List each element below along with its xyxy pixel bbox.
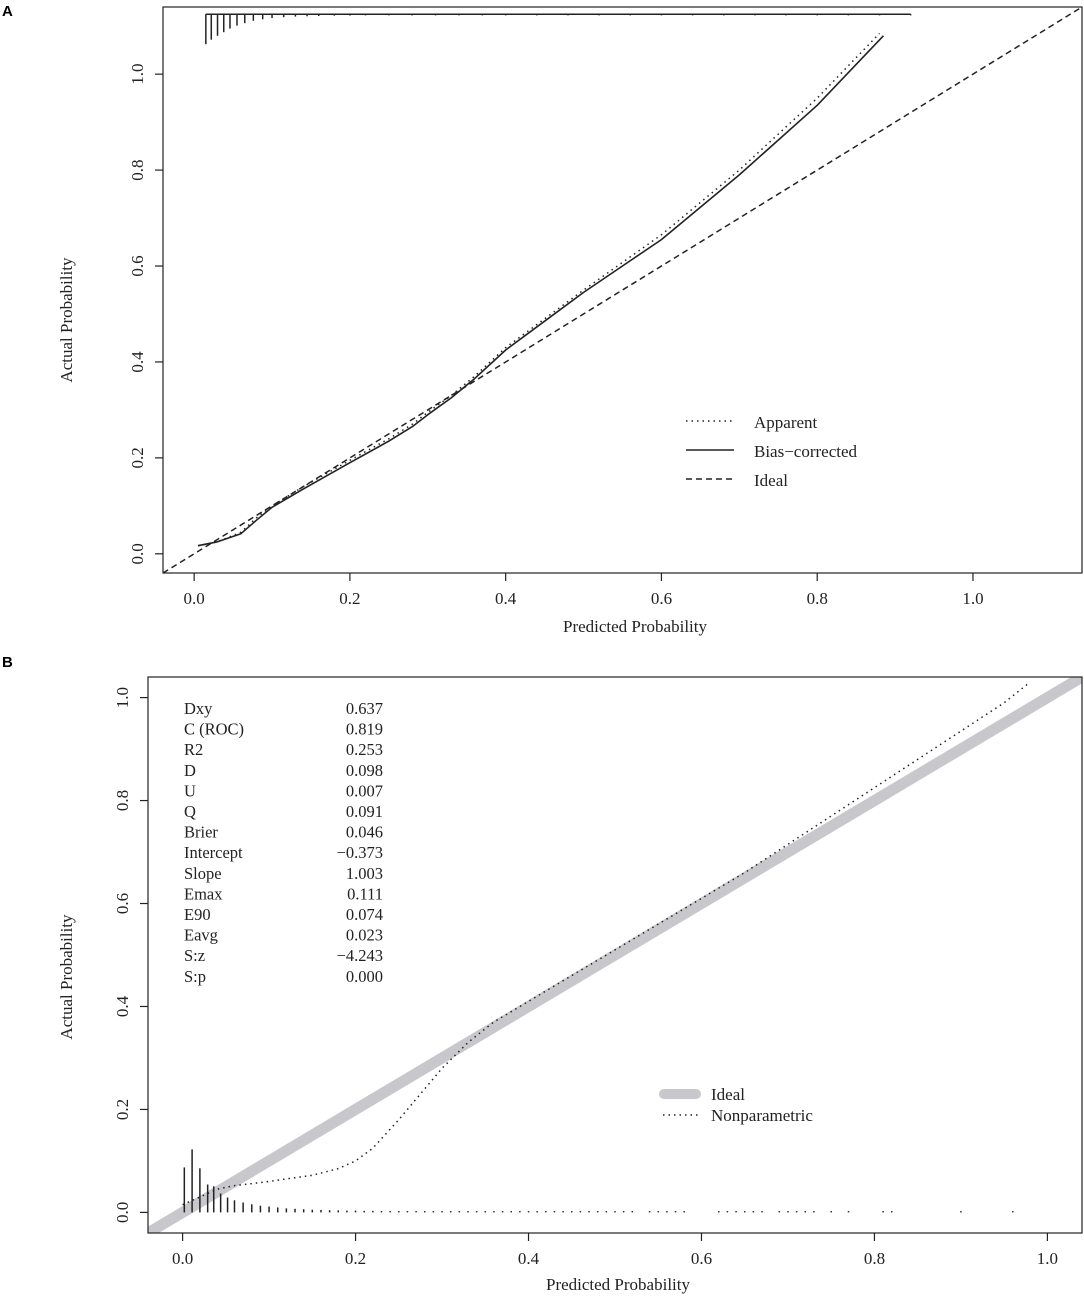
x-tick-label: 0.6	[651, 589, 672, 608]
stat-value: 0.007	[346, 781, 383, 800]
x-tick-label: 0.0	[184, 589, 205, 608]
y-tick-label: 0.2	[113, 1099, 132, 1120]
stat-value: 0.098	[346, 761, 383, 780]
stat-label: S:z	[184, 946, 205, 965]
y-tick-label: 0.8	[113, 790, 132, 811]
stat-label: E90	[184, 905, 211, 924]
panel-b: B 0.0 0.2 0.4 0.6 0.8 1.0 0.00.20.40.60.81.0 …	[2, 654, 1083, 1294]
x-tick-label: 0.2	[345, 1249, 366, 1268]
y-tick-label: 0.2	[128, 447, 147, 468]
stat-value: 0.000	[346, 967, 383, 986]
x-tick-label: 1.0	[1037, 1249, 1058, 1268]
stat-value: 0.111	[347, 884, 383, 903]
x-tick-label: 0.8	[807, 589, 828, 608]
stat-label: Intercept	[184, 843, 243, 862]
stat-label: D	[184, 761, 196, 780]
x-tick-label: 0.0	[172, 1249, 193, 1268]
x-axis-title-a: Predicted Probability	[563, 617, 708, 636]
stat-label: R2	[184, 740, 203, 759]
series-line-bias-corrected	[197, 35, 884, 547]
rug-b	[183, 1149, 1014, 1213]
stat-label: Emax	[184, 884, 223, 903]
panel-a: A 0.0 0.2 0.4 0.6 0.8 1.0 0.00.20.40.60.81.0 …	[2, 3, 1083, 636]
y-tick-label: 0.0	[128, 543, 147, 564]
stat-label: S:p	[184, 967, 206, 986]
x-axis-title-b: Predicted Probability	[546, 1275, 691, 1294]
legend-b-nonparametric-label: Nonparametric	[711, 1106, 813, 1125]
stat-value: 0.046	[346, 823, 383, 842]
legend-a-apparent-label: Apparent	[754, 413, 818, 432]
y-axis-title-a: Actual Probability	[57, 257, 76, 383]
stat-value: 1.003	[346, 864, 383, 883]
series-line-ideal	[163, 7, 1082, 573]
panel-letter-a: A	[2, 3, 13, 20]
plot-frame-b	[147, 676, 1083, 1234]
stat-value: 0.819	[346, 720, 383, 739]
series-b	[148, 677, 1082, 1233]
y-axis-b: 0.0 0.2 0.4 0.6 0.8 1.0	[113, 687, 148, 1223]
y-tick-label: 1.0	[128, 64, 147, 85]
x-tick-label: 0.2	[339, 589, 360, 608]
x-tick-label: 0.4	[518, 1249, 540, 1268]
stat-label: C (ROC)	[184, 720, 244, 739]
y-tick-label: 0.8	[128, 159, 147, 180]
y-tick-label: 0.6	[128, 255, 147, 276]
stat-label: Q	[184, 802, 196, 821]
y-tick-label: 1.0	[113, 687, 132, 708]
series-line-apparent	[197, 32, 881, 547]
legend-a-bias-corrected-label: Bias−corrected	[754, 442, 858, 461]
legend-b: Ideal Nonparametric	[659, 1085, 813, 1125]
stat-label: Slope	[184, 864, 222, 883]
x-tick-label: 0.6	[691, 1249, 712, 1268]
series-line-ideal	[148, 677, 1082, 1233]
legend-b-ideal-label: Ideal	[711, 1085, 745, 1104]
y-tick-label: 0.4	[128, 351, 147, 373]
y-axis-a: 0.0 0.2 0.4 0.6 0.8 1.0	[128, 64, 163, 564]
stat-value: 0.637	[346, 699, 383, 718]
x-tick-label: 1.0	[962, 589, 983, 608]
x-axis-b: 0.0 0.2 0.4 0.6 0.8 1.0	[172, 1233, 1058, 1268]
series-a	[163, 7, 1082, 573]
stats-table: Dxy 0.637 C (ROC) 0.819 R2 0.253 D 0.098 U 0.007 Q…	[184, 699, 383, 986]
x-tick-label: 0.8	[864, 1249, 885, 1268]
x-tick-label: 0.4	[495, 589, 517, 608]
stat-value: 0.091	[346, 802, 383, 821]
y-tick-label: 0.0	[113, 1202, 132, 1223]
stat-label: Dxy	[184, 699, 213, 718]
stat-label: U	[184, 781, 196, 800]
x-axis-a: 0.0 0.2 0.4 0.6 0.8 1.0	[184, 573, 984, 608]
y-tick-label: 0.6	[113, 893, 132, 914]
y-tick-label: 0.4	[113, 995, 132, 1017]
y-axis-title-b: Actual Probability	[57, 914, 76, 1040]
panel-letter-b: B	[2, 654, 13, 671]
stat-label: Brier	[184, 823, 218, 842]
stat-label: Eavg	[184, 926, 218, 945]
stat-value: −4.243	[337, 946, 383, 965]
stat-value: 0.074	[346, 905, 383, 924]
rug-a	[205, 13, 912, 45]
stat-value: −0.373	[337, 843, 383, 862]
plot-frame-a	[162, 6, 1083, 574]
series-line-nonparametric	[182, 681, 1031, 1206]
stat-value: 0.023	[346, 926, 383, 945]
legend-a-ideal-label: Ideal	[754, 471, 788, 490]
stat-value: 0.253	[346, 740, 383, 759]
legend-a: Apparent Bias−corrected Ideal	[686, 413, 858, 490]
